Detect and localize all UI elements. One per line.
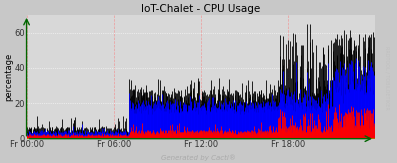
Y-axis label: percentage: percentage xyxy=(4,53,13,101)
Title: IoT-Chalet - CPU Usage: IoT-Chalet - CPU Usage xyxy=(141,4,260,14)
Text: Generated by Cacti®: Generated by Cacti® xyxy=(161,155,236,161)
Text: RRDTOOL / TOBILOETIKER: RRDTOOL / TOBILOETIKER xyxy=(385,46,389,110)
